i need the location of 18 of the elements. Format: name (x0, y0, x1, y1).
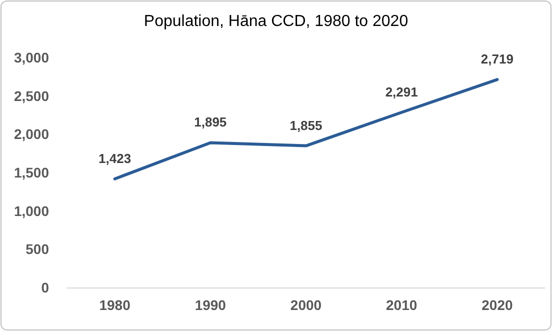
data-label: 1,855 (290, 118, 322, 133)
y-tick-label: 2,500 (14, 88, 50, 104)
x-tick-label: 2000 (290, 296, 322, 313)
x-tick-label: 2020 (482, 296, 513, 313)
x-tick-label: 2010 (386, 296, 418, 313)
x-tick-label: 1990 (194, 296, 226, 313)
y-tick-label: 1,000 (14, 202, 50, 219)
data-label: 2,291 (385, 84, 418, 100)
y-tick-label: 1,500 (14, 164, 50, 180)
chart-title: Population, Hāna CCD, 1980 to 2020 (144, 13, 408, 30)
data-label: 2,719 (480, 52, 514, 67)
y-tick-label: 0 (41, 279, 50, 296)
y-tick-label: 2,000 (14, 126, 50, 142)
data-label: 1,423 (98, 150, 132, 166)
x-tick-label: 1980 (99, 296, 131, 313)
data-label: 1,895 (194, 114, 227, 130)
y-tick-label: 500 (26, 241, 50, 258)
y-tick-label: 3,000 (14, 49, 50, 66)
